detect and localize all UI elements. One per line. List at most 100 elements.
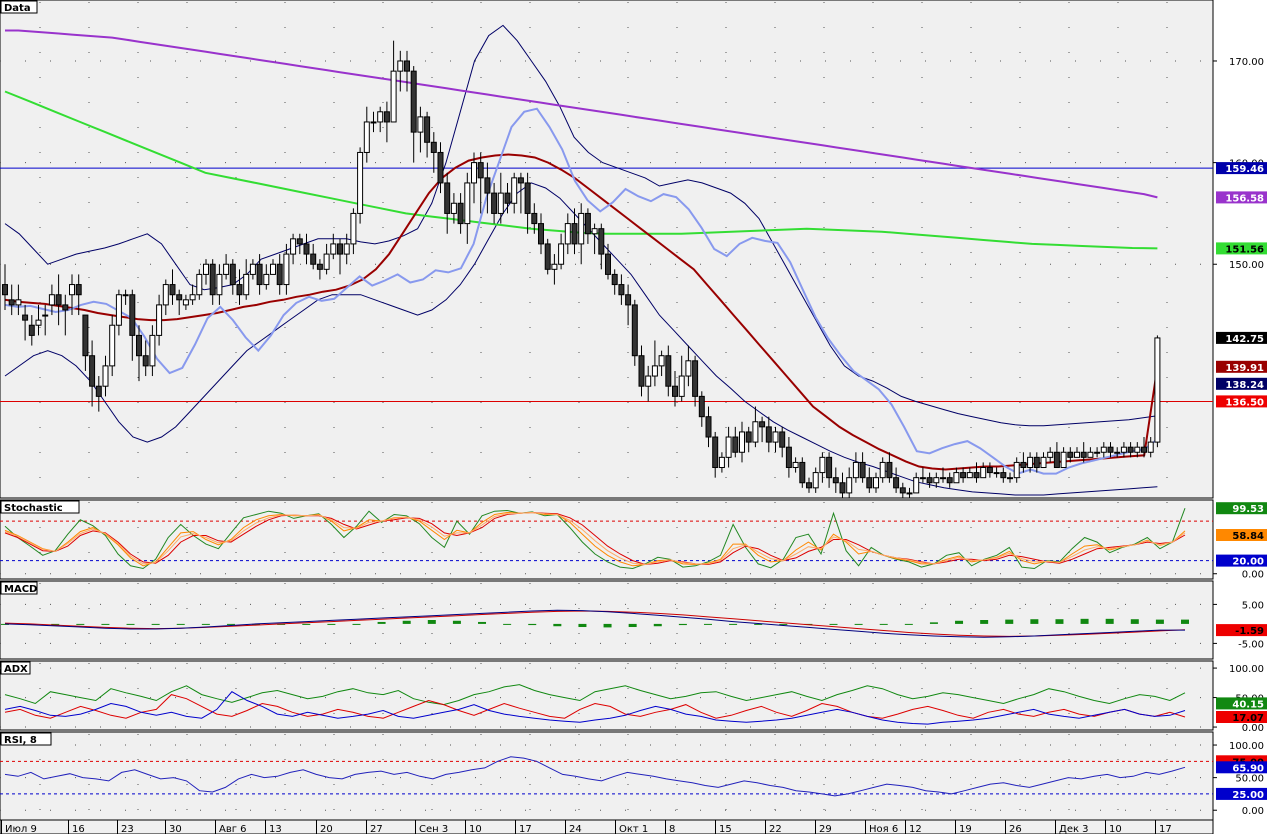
candle-body — [578, 212, 585, 245]
candle-body — [477, 162, 484, 179]
candle-body — [42, 314, 49, 317]
x-tick-label: 24 — [569, 824, 582, 834]
candle — [142, 340, 149, 377]
histogram-bar — [929, 622, 938, 624]
x-tick-label: 12 — [909, 824, 922, 834]
x-tick-label: Сен 3 — [419, 824, 448, 834]
value-badge-label: 139.91 — [1225, 363, 1264, 374]
candle-body — [223, 263, 230, 275]
candle — [189, 284, 196, 305]
candle — [732, 426, 739, 458]
candle — [444, 172, 451, 234]
candle-body — [960, 472, 967, 479]
candle-body — [806, 482, 812, 489]
candle — [450, 193, 457, 224]
axis-strip — [1213, 0, 1268, 834]
candle-body — [752, 421, 759, 443]
candle — [316, 259, 323, 280]
candle-body — [1147, 441, 1154, 453]
candle — [765, 416, 772, 453]
candle — [136, 325, 142, 382]
candle — [1053, 442, 1060, 469]
candle-body — [156, 304, 163, 336]
candle-body — [28, 324, 35, 336]
overlay-sma_200 — [5, 29, 1158, 199]
candle — [584, 208, 591, 244]
candle — [122, 289, 129, 305]
candle-body — [457, 202, 464, 225]
candle — [491, 182, 498, 224]
x-tick-label: 16 — [72, 824, 85, 834]
value-badge-label: 138.24 — [1225, 380, 1264, 391]
candle-body — [672, 385, 678, 397]
value-badge-label: 159.46 — [1225, 164, 1264, 175]
candle-body — [819, 456, 826, 474]
panel-title-box — [0, 732, 52, 746]
x-tick-label: 29 — [819, 824, 832, 834]
candle-body — [812, 472, 819, 489]
histogram-bar — [1105, 618, 1114, 624]
histogram-bar — [1155, 619, 1164, 624]
histogram-bar — [703, 623, 712, 625]
candle-body — [611, 273, 618, 286]
candle-body — [1094, 451, 1101, 454]
value-badge-label: 65.90 — [1232, 763, 1264, 774]
candle-body — [940, 477, 946, 480]
candle-body — [966, 472, 973, 479]
candle-body — [410, 70, 417, 133]
panel-title: ADX — [4, 664, 28, 675]
candle — [718, 452, 725, 473]
value-badge: 139.91 — [1216, 360, 1267, 374]
candle-body — [256, 263, 263, 286]
candle-body — [497, 192, 504, 214]
candle-body — [1141, 446, 1147, 453]
value-badge-label: 20.00 — [1232, 557, 1264, 568]
histogram-bar — [1130, 619, 1139, 624]
candle — [826, 452, 833, 488]
value-badge-rect — [1216, 162, 1267, 175]
candle — [806, 477, 812, 493]
histogram-bar — [101, 623, 110, 625]
candle — [946, 472, 953, 488]
histogram-bar — [452, 620, 461, 624]
candle-body — [464, 182, 471, 225]
histogram-bar — [201, 623, 210, 625]
candle — [82, 314, 89, 371]
candle — [35, 304, 42, 336]
value-badge: 40.15 — [1216, 697, 1267, 710]
histogram-bar — [126, 623, 135, 625]
candle — [1060, 447, 1067, 469]
candle-body — [303, 243, 310, 255]
candle-body — [946, 477, 953, 484]
candle — [940, 467, 946, 483]
candle — [48, 284, 55, 316]
panel-price: 170.00160.00150.00Data159.46156.58151.56… — [0, 0, 1267, 499]
candle — [1087, 447, 1094, 458]
candle — [812, 467, 819, 493]
candle-body — [986, 467, 993, 474]
histogram-bar — [980, 620, 989, 624]
value-badge: 17.07 — [1216, 711, 1267, 724]
x-tick-label: 15 — [719, 824, 732, 834]
overlay-ema_5 — [4, 107, 1159, 475]
candle — [1067, 447, 1074, 463]
candle-body — [176, 294, 183, 301]
candle — [2, 264, 8, 310]
histogram-bar — [51, 623, 60, 625]
y-tick-label: 0.00 — [1242, 570, 1264, 581]
candle — [1154, 335, 1161, 448]
candle-body — [765, 426, 772, 443]
candle-body — [926, 477, 933, 484]
y-tick-label: 150.00 — [1229, 260, 1264, 271]
series-line — [4, 508, 1186, 570]
candle — [357, 147, 364, 224]
candle-body — [826, 456, 833, 479]
candle — [745, 426, 752, 453]
candle-body — [524, 182, 531, 214]
candle-body — [705, 416, 712, 438]
candle-body — [732, 436, 739, 453]
candle-body — [229, 263, 236, 286]
candle-body — [645, 375, 652, 387]
candle — [236, 269, 243, 305]
value-badge: 159.46 — [1216, 162, 1267, 175]
